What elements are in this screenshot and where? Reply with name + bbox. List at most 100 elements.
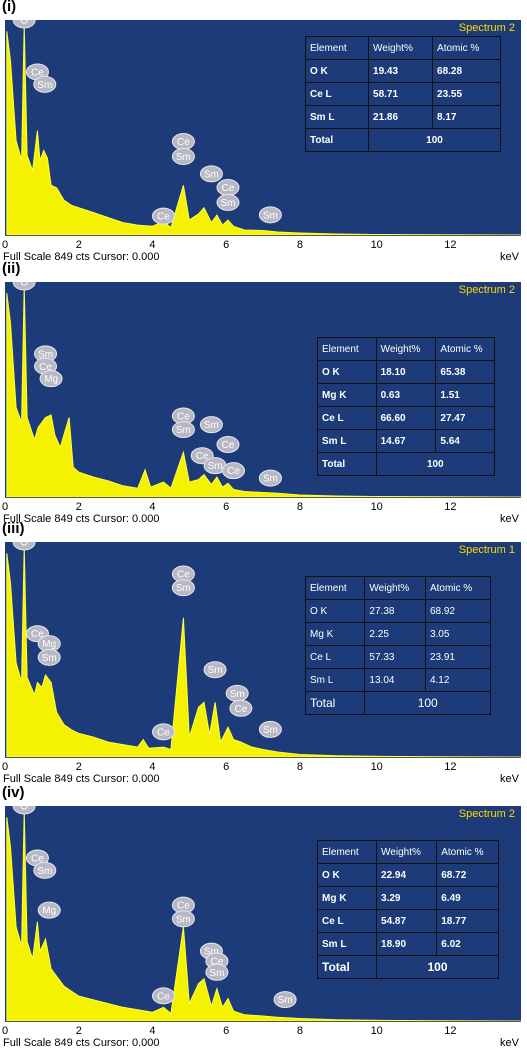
x-tick-label: 6 (223, 761, 230, 773)
table-cell: 13.04 (364, 668, 426, 692)
x-tick-label: 4 (149, 239, 156, 251)
x-axis: 0 2 4 6 8 10 12 Full Scale 849 cts Cursor: 0.00… (0, 1021, 527, 1051)
x-tick-label: 2 (75, 501, 82, 513)
x-tick-label: 8 (296, 1025, 303, 1037)
svg-text:Sm: Sm (263, 210, 278, 221)
table-cell: 22.94 (376, 863, 438, 887)
peak-label-o: O (12, 282, 36, 291)
svg-text:Sm: Sm (208, 665, 223, 676)
svg-text:Ce: Ce (157, 212, 170, 223)
svg-text:Sm: Sm (176, 583, 191, 594)
table-cell: 6.02 (436, 932, 499, 956)
table-cell: 23.55 (432, 82, 501, 106)
peak-label-sm: Sm (171, 579, 195, 597)
svg-text:Ce: Ce (177, 570, 190, 581)
table-cell: O K (317, 360, 377, 384)
table-cell: Mg K (316, 886, 378, 910)
peak-label-o: O (12, 20, 36, 29)
svg-text:Mg: Mg (44, 374, 58, 385)
table-cell: Sm L (304, 668, 366, 692)
table-cell: Ce L (317, 406, 377, 430)
svg-text:Sm: Sm (176, 152, 191, 163)
x-tick-label: 10 (370, 1025, 383, 1037)
svg-text:Ce: Ce (177, 137, 190, 148)
peak-label-sm: Sm (258, 720, 282, 738)
peak-label-ce: Ce (222, 462, 246, 480)
table-row: Ce L 58.71 23.55 (304, 82, 501, 106)
svg-text:Sm: Sm (37, 80, 52, 91)
x-tick-label: 12 (444, 239, 457, 251)
total-value: 100 (375, 452, 496, 476)
spectrum-series (6, 545, 521, 757)
table-header: Atomic % (435, 337, 495, 361)
total-value: 100 (376, 955, 499, 979)
x-tick-label: 10 (370, 239, 383, 251)
x-tick-label: 4 (149, 501, 156, 513)
status-footer: Full Scale 849 cts Cursor: 0.000 (3, 251, 160, 263)
x-tick-label: 4 (149, 761, 156, 773)
spectrum-title: Spectrum 2 (458, 284, 515, 296)
table-cell: Mg K (304, 622, 366, 646)
x-tick-label: 10 (370, 761, 383, 773)
svg-text:Sm: Sm (278, 995, 293, 1006)
x-tick-label: 12 (444, 501, 457, 513)
table-header: Element (304, 576, 366, 600)
table-header: Element (304, 36, 370, 60)
peak-label-sm: Sm (225, 684, 249, 702)
table-cell: 58.71 (368, 82, 434, 106)
table-cell: 2.25 (364, 622, 426, 646)
svg-text:O: O (20, 542, 28, 549)
panel-label: (ii) (2, 260, 21, 277)
x-tick-label: 0 (2, 1025, 9, 1037)
peak-label-sm: Sm (203, 661, 227, 679)
x-axis: 0 2 4 6 8 10 12 Full Scale 849 cts Cursor: 0.00… (0, 757, 527, 787)
svg-text:Sm: Sm (209, 968, 224, 979)
peak-label-sm: Sm (216, 193, 240, 211)
peak-label-sm: Sm (171, 147, 195, 165)
table-cell: 5.64 (435, 429, 495, 453)
spectrum-plot: O Ce Sm Mg Ce Ce Sm Sm Ce Sm Sm Spectrum 2 Element We… (5, 806, 521, 1021)
x-axis: 0 2 4 6 8 10 12 Full Scale 849 cts Cursor: 0.00… (0, 497, 527, 527)
table-cell: 57.33 (364, 645, 426, 669)
svg-text:Ce: Ce (39, 362, 52, 373)
svg-text:Ce: Ce (234, 704, 247, 715)
spectrum-plot: O Ce Mg Sm Ce Ce Sm Sm Sm Ce Sm Spectrum 1 Element We… (5, 542, 521, 757)
peak-label-ce: Ce (171, 896, 195, 914)
peak-label-ce: Ce (151, 207, 175, 225)
peak-label-ce: Ce (216, 179, 240, 197)
peak-label-ce: Ce (151, 723, 175, 741)
table-row: Sm L 18.90 6.02 (316, 932, 499, 956)
table-header: Atomic % (424, 576, 492, 600)
table-cell: 8.17 (432, 105, 501, 129)
x-tick-label: 8 (296, 761, 303, 773)
peak-label-sm: Sm (258, 206, 282, 224)
svg-text:O: O (20, 20, 28, 27)
total-value: 100 (368, 128, 501, 152)
x-tick-label: 0 (2, 239, 9, 251)
spectrum-title: Spectrum 2 (458, 22, 515, 34)
x-tick-label: 2 (75, 761, 82, 773)
total-label: Total (317, 452, 377, 476)
peak-label-sm: Sm (171, 421, 195, 439)
table-cell: O K (304, 59, 370, 83)
spectrum-plot: O Sm Ce Mg Ce Sm Sm Ce Ce Sm Ce Sm Spectrum 2 Element… (5, 282, 521, 497)
svg-text:Ce: Ce (31, 629, 44, 640)
table-header: Element (316, 840, 378, 864)
total-label: Total (316, 955, 378, 979)
table-row: Ce L 54.87 18.77 (316, 909, 499, 933)
svg-text:Ce: Ce (31, 67, 44, 78)
table-row: Sm L 13.04 4.12 (304, 668, 492, 692)
table-total-row: Total 100 (316, 955, 499, 979)
table-cell: Sm L (316, 932, 378, 956)
table-row: Mg K 3.29 6.49 (316, 886, 499, 910)
table-row: Ce L 57.33 23.91 (304, 645, 492, 669)
svg-text:Ce: Ce (177, 411, 190, 422)
spectrum-plot: O Ce Sm Ce Ce Sm Sm Ce Sm Sm Spectrum 2 Element Weig… (5, 20, 521, 235)
spectrum-title: Spectrum 1 (458, 544, 515, 556)
peak-label-sm: Sm (33, 861, 57, 879)
svg-text:Sm: Sm (176, 914, 191, 925)
peak-label-ce: Ce (171, 133, 195, 151)
table-cell: 0.63 (375, 383, 437, 407)
table-row: Mg K 0.63 1.51 (317, 383, 495, 407)
